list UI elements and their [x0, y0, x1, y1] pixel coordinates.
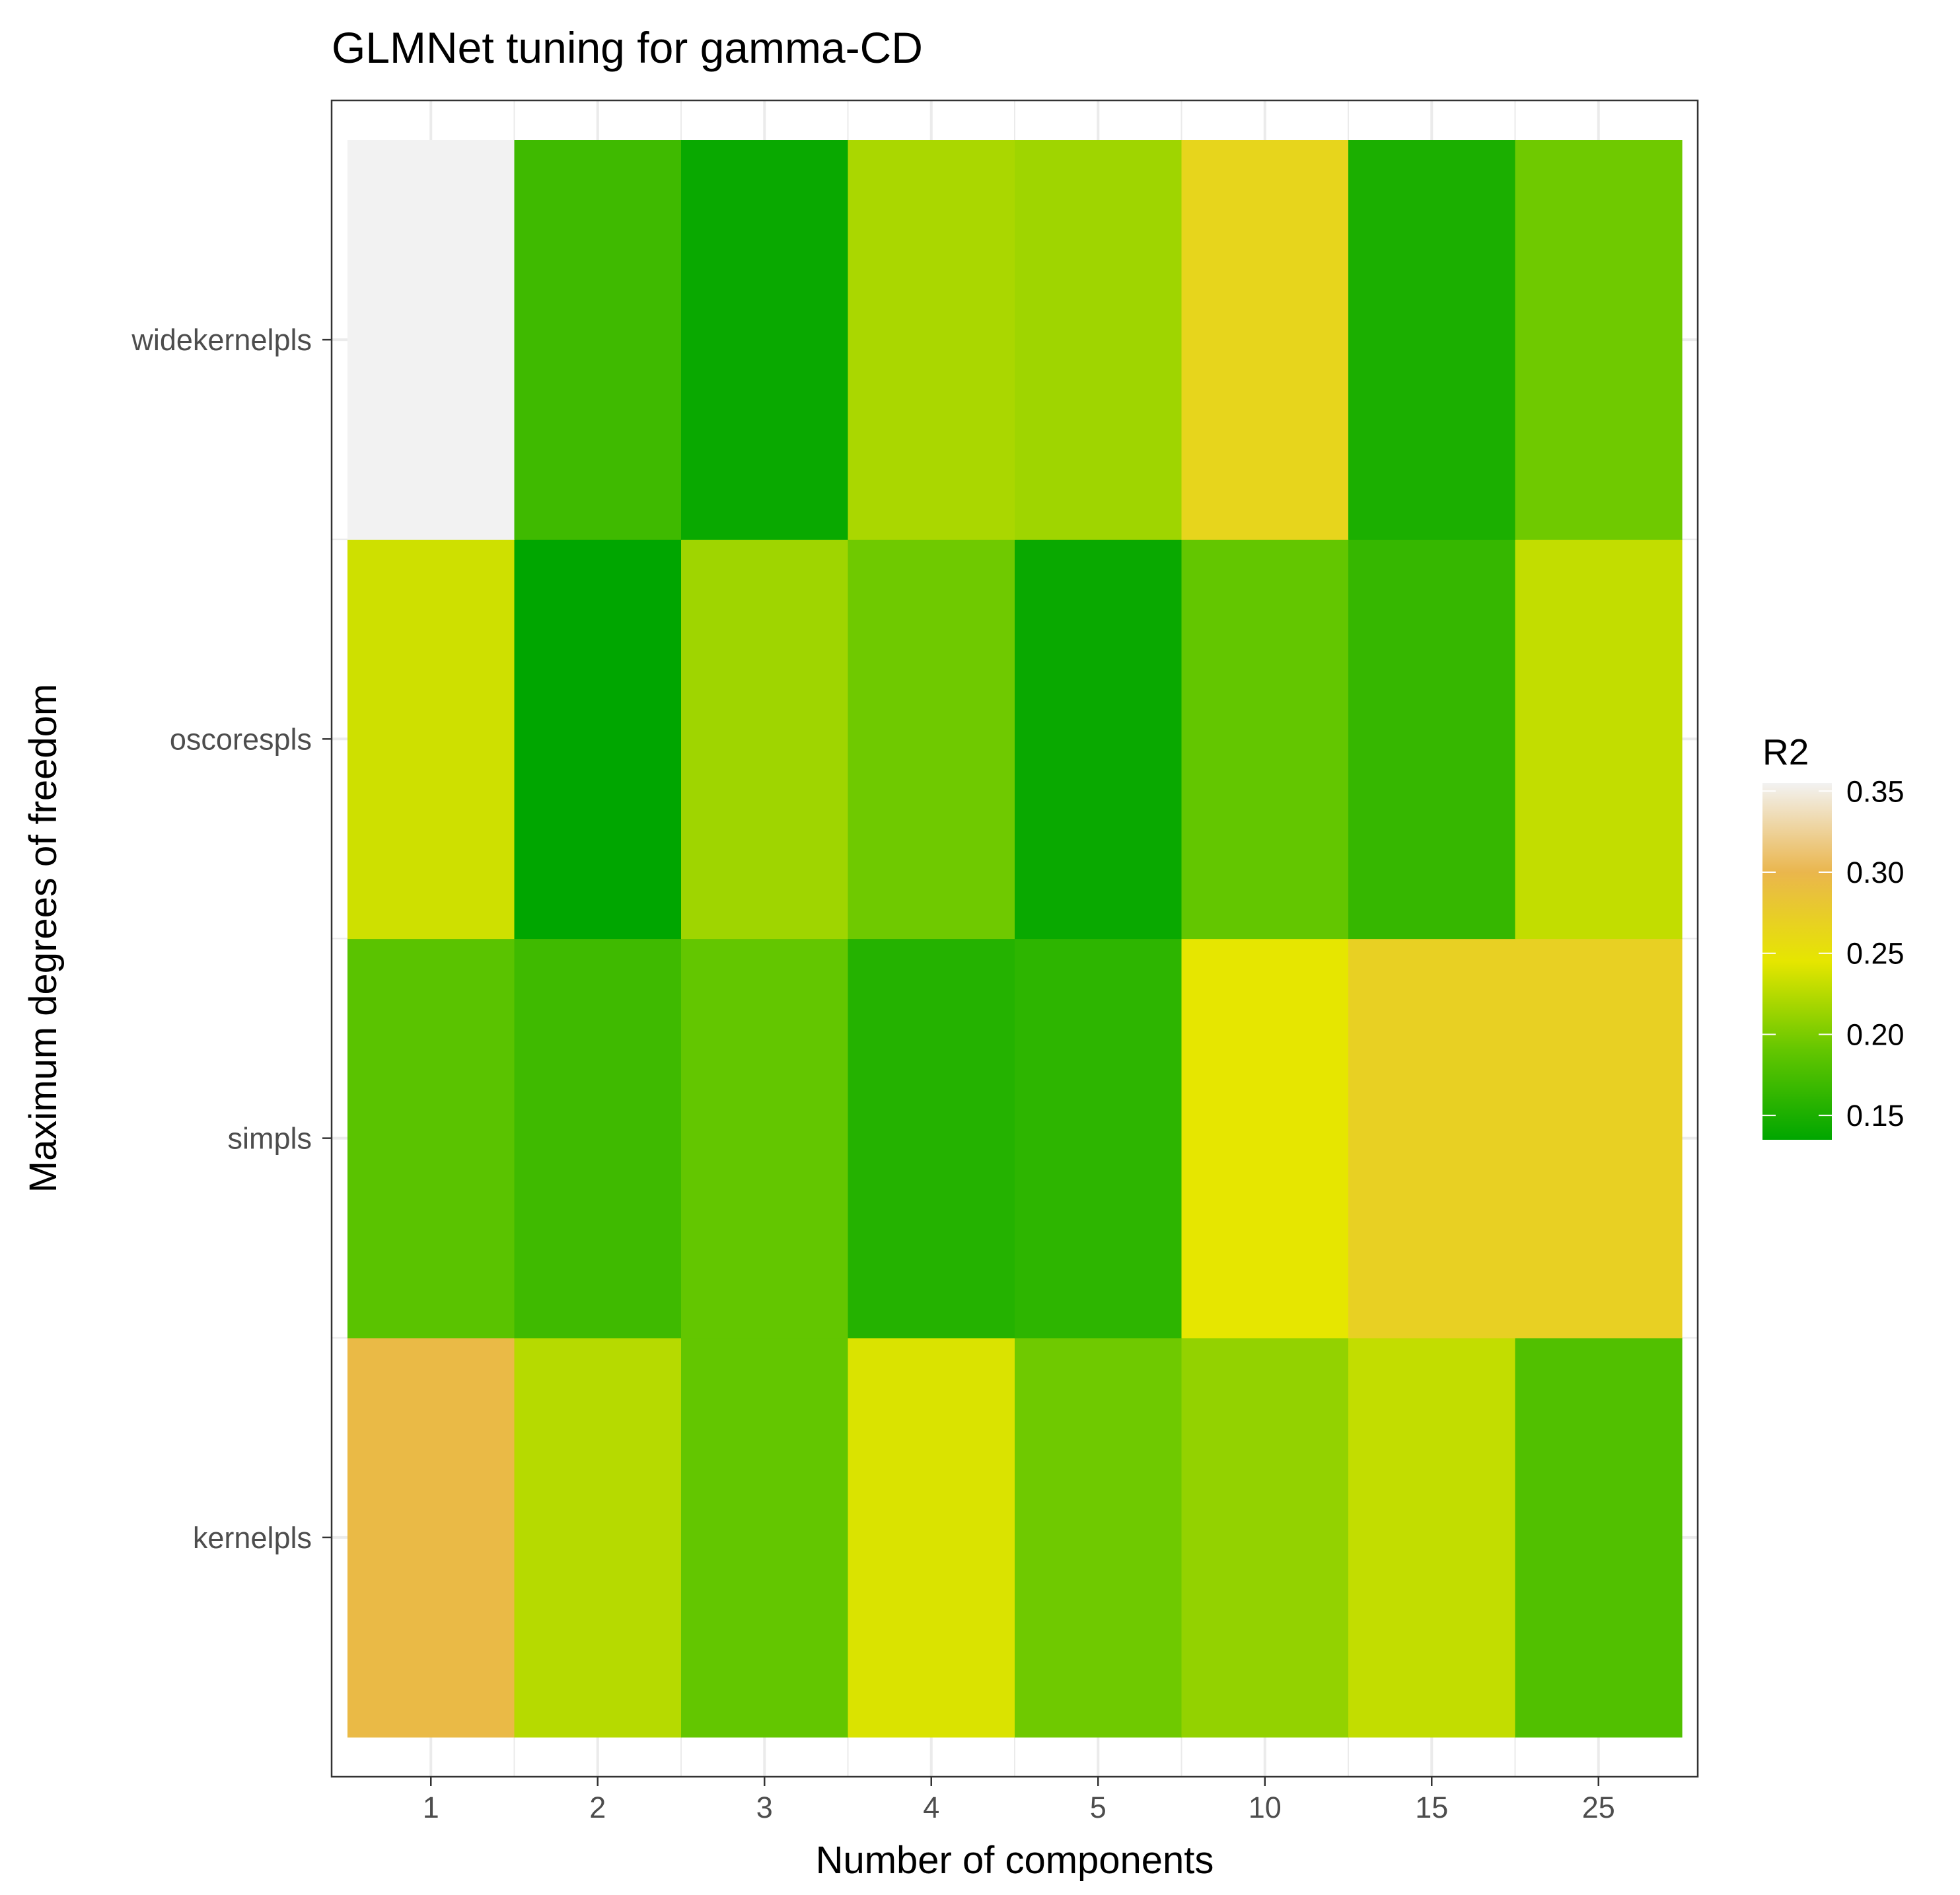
heatmap-tile-kernelpls-5	[1015, 1337, 1182, 1738]
legend-tick-label: 0.30	[1846, 856, 1905, 889]
heatmap-tile-widekernelpls-10	[1181, 140, 1349, 540]
y-tick-label: simpls	[227, 1122, 312, 1156]
legend-tick-label: 0.35	[1846, 774, 1905, 808]
heatmap-tile-simpls-3	[681, 938, 849, 1339]
heatmap-tile-kernelpls-2	[514, 1337, 682, 1738]
heatmap-tile-oscorespls-2	[514, 539, 682, 940]
heatmap-tile-widekernelpls-25	[1515, 140, 1683, 540]
x-tick-label: 1	[423, 1791, 439, 1824]
x-tick-label: 4	[923, 1791, 939, 1824]
heatmap-tile-simpls-25	[1515, 938, 1683, 1339]
heatmap-tile-oscorespls-15	[1348, 539, 1516, 940]
heatmap-tile-oscorespls-25	[1515, 539, 1683, 940]
legend-tick-label: 0.20	[1846, 1018, 1905, 1051]
legend-title: R2	[1762, 731, 1809, 772]
heatmap-tile-simpls-10	[1181, 938, 1349, 1339]
heatmap-tile-widekernelpls-1	[347, 140, 515, 540]
legend-tick-label: 0.25	[1846, 937, 1905, 971]
y-tick-label: oscorespls	[170, 722, 312, 756]
heatmap-tile-widekernelpls-3	[681, 140, 849, 540]
heatmap-tiles	[347, 140, 1683, 1738]
heatmap-tile-simpls-2	[514, 938, 682, 1339]
x-tick-label: 10	[1249, 1791, 1282, 1824]
heatmap-tile-oscorespls-5	[1015, 539, 1182, 940]
x-tick-label: 15	[1415, 1791, 1448, 1824]
heatmap-tile-simpls-15	[1348, 938, 1516, 1339]
heatmap-tile-kernelpls-10	[1181, 1337, 1349, 1738]
heatmap-tile-kernelpls-3	[681, 1337, 849, 1738]
x-tick-label: 2	[589, 1791, 606, 1824]
heatmap-tile-simpls-5	[1015, 938, 1182, 1339]
heatmap-tile-oscorespls-1	[347, 539, 515, 940]
x-axis-ticks: 1 2 3 4 5 10 15 25	[423, 1777, 1615, 1824]
y-axis-title: Maximum degrees of freedom	[22, 684, 65, 1193]
legend-tick-label: 0.15	[1846, 1099, 1905, 1133]
chart-title: GLMNet tuning for gamma-CD	[332, 23, 923, 72]
heatmap-tile-widekernelpls-5	[1015, 140, 1182, 540]
legend-ticks: 0.35 0.30 0.25 0.20 0.15	[1762, 774, 1905, 1133]
x-tick-label: 5	[1090, 1791, 1107, 1824]
heatmap-tile-oscorespls-10	[1181, 539, 1349, 940]
heatmap-tile-kernelpls-4	[848, 1337, 1015, 1738]
heatmap-tile-kernelpls-15	[1348, 1337, 1516, 1738]
heatmap-tile-widekernelpls-2	[514, 140, 682, 540]
heatmap-tile-kernelpls-25	[1515, 1337, 1683, 1738]
plot-panel-border	[330, 99, 1699, 1778]
heatmap-tile-simpls-4	[848, 938, 1015, 1339]
y-tick-label: widekernelpls	[131, 323, 312, 357]
x-tick-label: 25	[1582, 1791, 1615, 1824]
y-tick-label: kernelpls	[193, 1521, 312, 1555]
x-axis-title: Number of components	[816, 1839, 1214, 1882]
heatmap-tile-kernelpls-1	[347, 1337, 515, 1738]
heatmap-tile-oscorespls-4	[848, 539, 1015, 940]
y-axis-ticks: kernelpls simpls oscorespls widekernelpls	[131, 323, 332, 1555]
legend-colorbar	[1762, 783, 1832, 1140]
heatmap-tile-widekernelpls-15	[1348, 140, 1516, 540]
heatmap-tile-widekernelpls-4	[848, 140, 1015, 540]
legend: R2 0.35 0.30 0.25 0.20 0.15	[1762, 731, 1905, 1140]
heatmap-tile-oscorespls-3	[681, 539, 849, 940]
x-tick-label: 3	[756, 1791, 773, 1824]
heatmap-tile-simpls-1	[347, 938, 515, 1339]
